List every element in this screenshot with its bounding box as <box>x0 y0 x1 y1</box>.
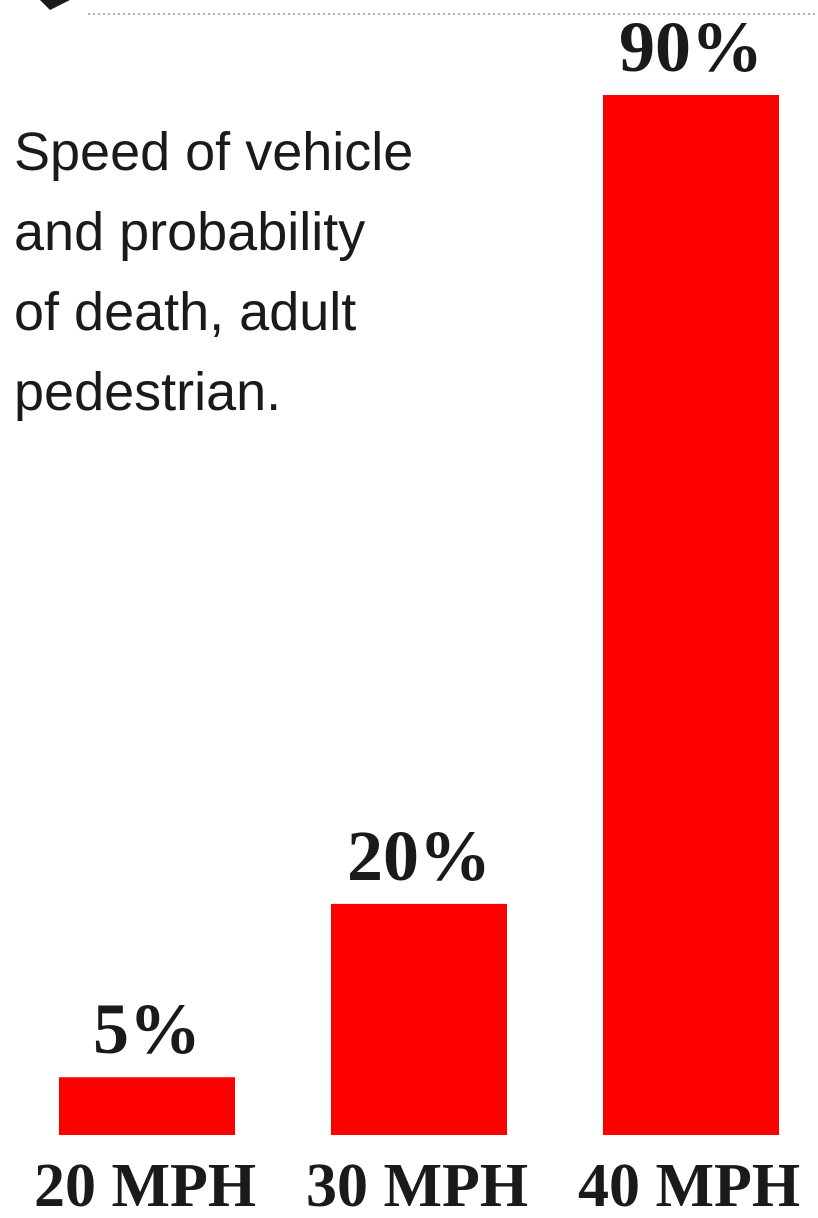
bar-3 <box>603 95 779 1135</box>
bars <box>59 95 779 1135</box>
bar-1 <box>59 1077 235 1135</box>
category-label-2: 30 MPH <box>306 1152 528 1218</box>
value-label-2: 20% <box>347 816 491 896</box>
cropped-header-glyph <box>40 0 70 10</box>
bar-2 <box>331 903 507 1135</box>
value-label-3: 90% <box>619 7 763 87</box>
value-label-1: 5% <box>93 989 201 1069</box>
category-label-1: 20 MPH <box>34 1152 256 1218</box>
chart-description: Speed of vehicle and probability of deat… <box>14 122 414 422</box>
cropped-header-fragment <box>40 0 818 15</box>
data-labels: 5% 20% 90% <box>93 7 763 1069</box>
category-label-3: 40 MPH <box>578 1152 800 1218</box>
category-axis-labels: 20 MPH 30 MPH 40 MPH <box>34 1152 800 1218</box>
